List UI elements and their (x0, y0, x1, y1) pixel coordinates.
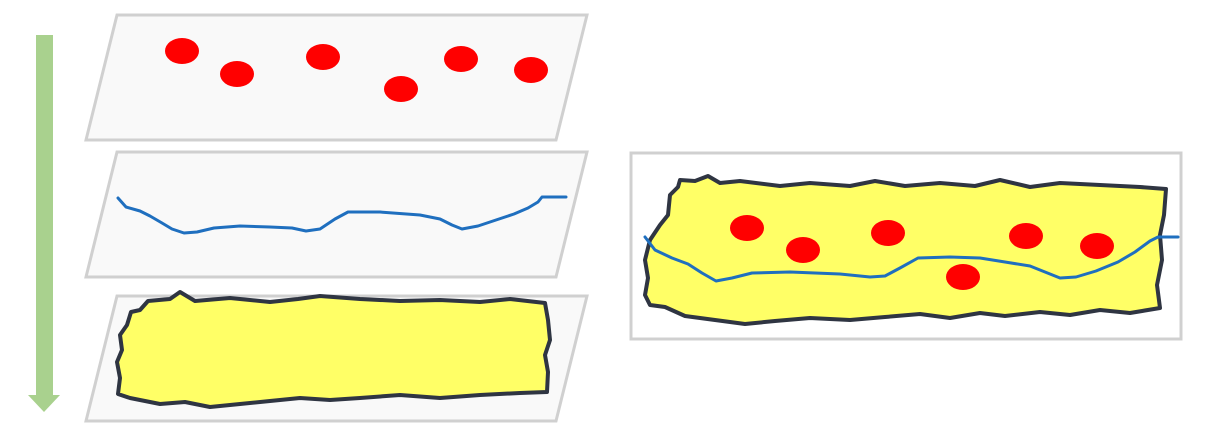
polygon-feature (115, 290, 552, 409)
point-marker (871, 220, 905, 246)
point-marker (946, 264, 980, 290)
layer-frame (84, 13, 589, 142)
layer-frame (84, 150, 589, 279)
point-marker (1009, 223, 1043, 249)
arrow-head (28, 395, 60, 412)
line-layer (84, 150, 589, 279)
line-feature (116, 195, 568, 235)
polygon-feature (643, 174, 1168, 326)
points-layer (84, 13, 589, 142)
point-marker (1080, 233, 1114, 259)
point-marker (786, 237, 820, 263)
line-feature (643, 235, 1180, 283)
point-marker (165, 38, 199, 64)
point-marker (730, 215, 764, 241)
point-marker (306, 44, 340, 70)
overlay-result (629, 151, 1183, 341)
point-marker (514, 57, 548, 83)
point-marker (444, 46, 478, 72)
down-arrow-icon (28, 35, 60, 412)
point-marker (384, 76, 418, 102)
polygon-layer (84, 290, 589, 423)
point-marker (220, 61, 254, 87)
arrow-shaft (36, 35, 53, 397)
